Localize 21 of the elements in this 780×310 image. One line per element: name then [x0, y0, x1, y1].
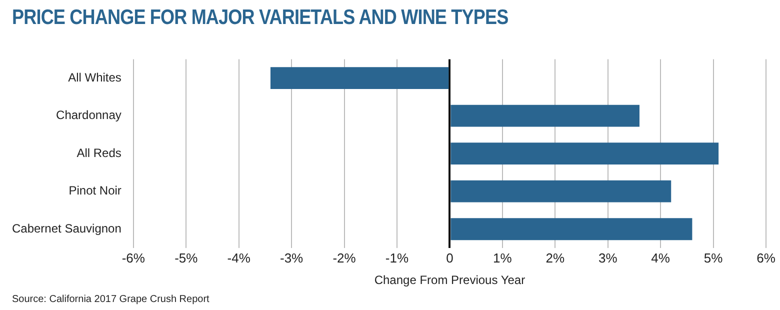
x-tick-label: 3% — [598, 250, 618, 266]
x-tick-label: -2% — [332, 250, 356, 266]
x-tick-label: 5% — [704, 250, 724, 266]
x-tick-label: -5% — [174, 250, 198, 266]
x-axis-title: Change From Previous Year — [374, 273, 526, 288]
y-tick-label: Chardonnay — [56, 108, 122, 122]
x-tick-label: 0 — [446, 250, 454, 266]
x-tick-label: 4% — [651, 250, 670, 266]
x-tick-label: -3% — [280, 250, 304, 266]
y-tick-label: Cabernet Sauvignon — [12, 221, 122, 236]
x-tick-label: -6% — [122, 250, 146, 266]
x-tick-label: 1% — [493, 250, 512, 266]
y-tick-label: Pinot Noir — [68, 184, 122, 198]
source-note: Source: California 2017 Grape Crush Report — [12, 294, 210, 305]
x-tick-label: 6% — [756, 250, 776, 266]
x-tick-label: -4% — [227, 250, 251, 266]
chart-title: PRICE CHANGE FOR MAJOR VARIETALS AND WINE TYPES — [12, 6, 508, 30]
y-tick-label: All Reds — [76, 146, 122, 160]
y-tick-label: All Whites — [68, 70, 122, 84]
x-tick-label: 2% — [546, 250, 565, 266]
x-tick-label: -1% — [385, 250, 409, 266]
